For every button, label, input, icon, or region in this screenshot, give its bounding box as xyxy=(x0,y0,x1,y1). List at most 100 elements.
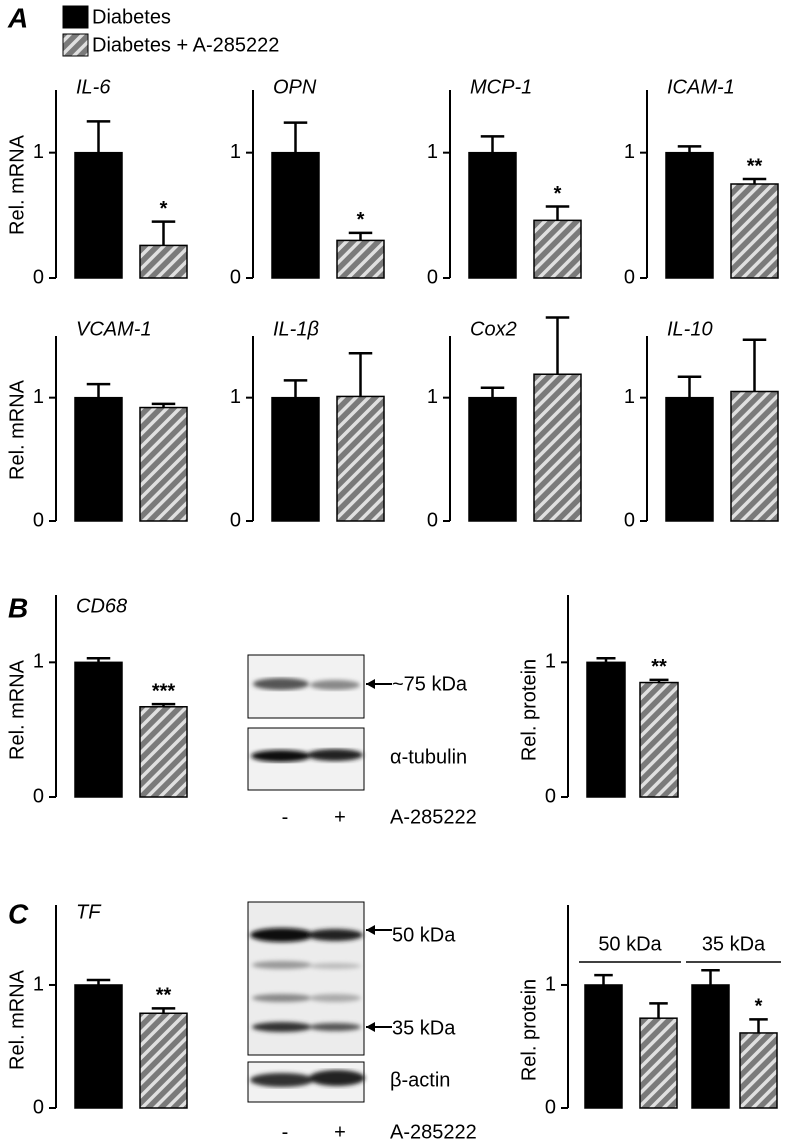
chart-title: IL-6 xyxy=(76,76,111,98)
y-tick-label: 1 xyxy=(230,141,241,163)
bar xyxy=(730,183,779,279)
bar xyxy=(639,1017,678,1109)
y-axis-label: Rel. mRNA xyxy=(6,134,28,235)
error-bar xyxy=(86,978,111,985)
y-tick-label: 1 xyxy=(427,386,438,408)
bar xyxy=(468,151,517,279)
error-bar xyxy=(86,382,111,398)
y-tick-label: 1 xyxy=(545,651,556,673)
panel-letter: A xyxy=(7,2,28,33)
chart-title: OPN xyxy=(273,76,317,98)
error-bar xyxy=(677,375,702,398)
error-bar xyxy=(348,352,373,397)
y-axis-label: Rel. mRNA xyxy=(6,969,28,1070)
chart-title: IL-10 xyxy=(667,318,713,340)
western-blot xyxy=(247,654,392,791)
y-tick-label: 1 xyxy=(624,386,635,408)
y-tick-label: 0 xyxy=(230,266,241,288)
bar xyxy=(74,661,123,798)
bar xyxy=(271,396,320,522)
y-tick-label: 0 xyxy=(33,785,44,807)
bar xyxy=(74,396,123,522)
y-tick-label: 0 xyxy=(230,509,241,531)
lane-label: + xyxy=(334,806,346,828)
y-tick-label: 1 xyxy=(427,141,438,163)
error-bar xyxy=(151,702,176,707)
lane-label: - xyxy=(282,1121,289,1143)
error-bar xyxy=(545,205,570,221)
lane-label: - xyxy=(282,806,289,828)
band-label: 50 kDa xyxy=(392,924,456,946)
chart-title: CD68 xyxy=(76,595,127,617)
bar xyxy=(271,151,320,279)
bar xyxy=(739,1032,778,1109)
error-bar xyxy=(594,973,613,985)
bar xyxy=(691,984,730,1109)
bar xyxy=(74,984,123,1109)
y-tick-label: 1 xyxy=(545,973,556,995)
treatment-label: A-285222 xyxy=(390,1121,477,1143)
panel-letter: B xyxy=(8,592,28,623)
group-label: 50 kDa xyxy=(598,933,662,955)
bar xyxy=(139,1012,188,1109)
bar xyxy=(533,219,582,279)
group-label: 35 kDa xyxy=(702,933,766,955)
treatment-label: A-285222 xyxy=(390,806,477,828)
y-tick-label: 1 xyxy=(624,141,635,163)
chart-title: Cox2 xyxy=(470,318,517,340)
significance: * xyxy=(357,209,365,231)
y-tick-label: 0 xyxy=(545,1096,556,1118)
lane-label: + xyxy=(334,1121,346,1143)
bar xyxy=(665,396,714,522)
bar xyxy=(139,406,188,522)
loading-label: β-actin xyxy=(390,1069,450,1091)
y-tick-label: 0 xyxy=(624,266,635,288)
bar xyxy=(139,244,188,279)
chart-title: ICAM-1 xyxy=(667,76,735,98)
legend-swatch xyxy=(62,5,89,29)
loading-label: α-tubulin xyxy=(390,746,467,768)
error-bar xyxy=(749,1018,768,1033)
y-tick-label: 0 xyxy=(33,266,44,288)
significance: *** xyxy=(152,680,176,702)
error-bar xyxy=(742,177,767,184)
y-tick-label: 1 xyxy=(33,651,44,673)
bar xyxy=(730,390,779,522)
y-tick-label: 1 xyxy=(230,386,241,408)
legend-swatch xyxy=(62,33,89,57)
bar xyxy=(584,984,623,1109)
band-label: ~75 kDa xyxy=(392,673,468,695)
error-bar xyxy=(596,657,616,663)
bar xyxy=(139,706,188,798)
bar xyxy=(336,239,385,279)
y-tick-label: 0 xyxy=(624,509,635,531)
error-bar xyxy=(86,657,111,663)
error-bar xyxy=(480,135,505,153)
significance: * xyxy=(160,198,168,220)
legend-label: Diabetes xyxy=(92,6,171,28)
significance: * xyxy=(554,183,562,205)
y-tick-label: 1 xyxy=(33,386,44,408)
y-tick-label: 0 xyxy=(33,509,44,531)
chart-title: TF xyxy=(76,901,102,923)
y-tick-label: 0 xyxy=(427,266,438,288)
error-bar xyxy=(545,316,570,375)
y-axis-label: Rel. protein xyxy=(518,979,540,1081)
y-tick-label: 0 xyxy=(427,509,438,531)
bar xyxy=(639,681,679,798)
y-tick-label: 0 xyxy=(545,785,556,807)
western-blot xyxy=(247,901,392,1103)
chart-title: IL-1β xyxy=(273,318,319,340)
chart-title: MCP-1 xyxy=(470,76,532,98)
error-bar xyxy=(283,121,308,153)
error-bar xyxy=(649,678,669,683)
y-axis-label: Rel. mRNA xyxy=(6,659,28,760)
error-bar xyxy=(151,220,176,246)
bar xyxy=(74,151,123,279)
bar xyxy=(586,661,626,798)
significance: ** xyxy=(651,656,667,678)
bar xyxy=(665,151,714,279)
panel-letter: C xyxy=(8,898,29,929)
bar xyxy=(533,373,582,522)
legend-label: Diabetes + A-285222 xyxy=(92,34,279,56)
